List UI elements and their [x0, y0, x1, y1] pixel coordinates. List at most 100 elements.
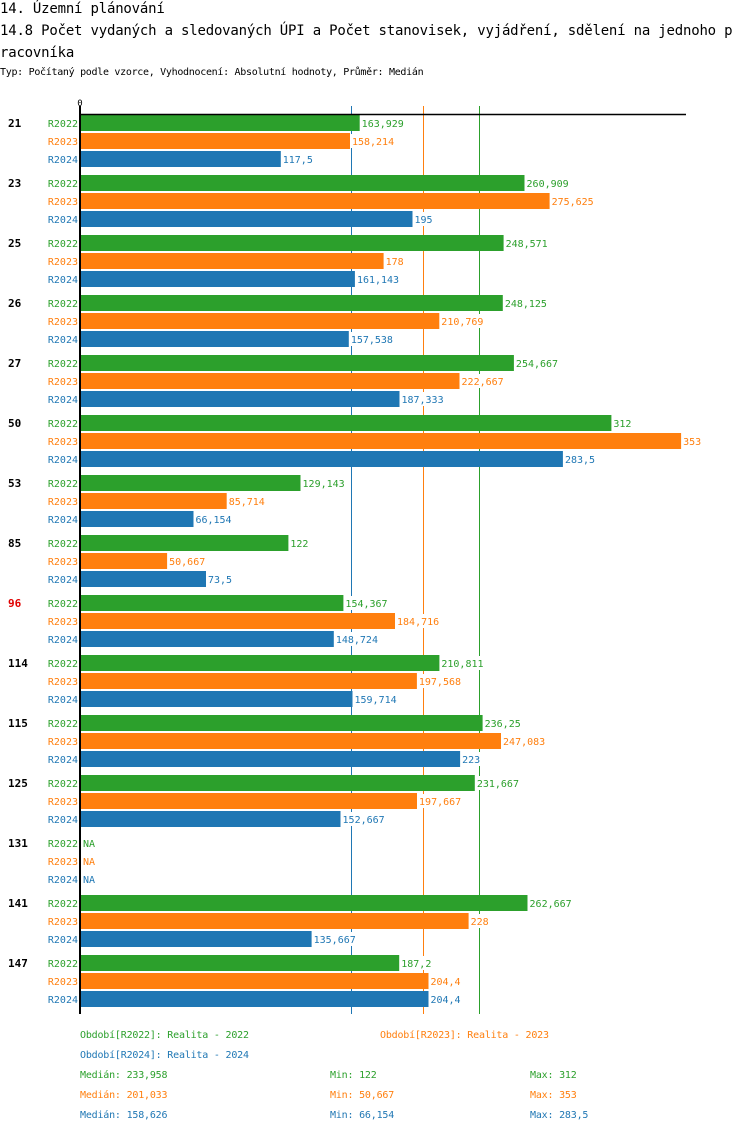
- chart-subtitle: Typ: Počítaný podle vzorce, Vyhodnocení:…: [0, 67, 424, 78]
- series-label: R2024: [48, 935, 78, 946]
- series-label: R2023: [48, 557, 78, 568]
- category-label: 131: [8, 837, 28, 850]
- data-label-background: [168, 554, 207, 568]
- bar-r2024: [81, 571, 206, 587]
- data-label: 254,667: [516, 359, 558, 370]
- median-stat-r2022: Medián: 233,958: [80, 1070, 168, 1081]
- data-label: 204,4: [430, 977, 460, 988]
- bar-r2022: [81, 355, 514, 371]
- series-label: R2022: [48, 659, 78, 670]
- series-label: R2023: [48, 437, 78, 448]
- data-label-background: [413, 212, 434, 226]
- data-label: 85,714: [229, 497, 265, 508]
- category-label: 50: [8, 417, 21, 430]
- legend-item-r2023: Období[R2023]: Realita - 2023: [380, 1030, 549, 1041]
- data-label: NA: [83, 839, 95, 850]
- data-label: 158,214: [352, 137, 394, 148]
- data-label: 247,083: [503, 737, 545, 748]
- category-label: 27: [8, 357, 21, 370]
- bar-r2022: [81, 535, 289, 551]
- data-label-background: [429, 992, 462, 1006]
- data-label-background: [418, 794, 463, 808]
- series-label: R2024: [48, 275, 78, 286]
- data-label: 148,724: [336, 635, 378, 646]
- data-label: 187,333: [401, 395, 443, 406]
- series-label: R2024: [48, 455, 78, 466]
- category-label: 53: [8, 477, 21, 490]
- bar-r2023: [81, 973, 429, 989]
- series-label: R2023: [48, 797, 78, 808]
- data-label-background: [460, 374, 506, 388]
- data-label-background: [429, 974, 462, 988]
- bar-r2023: [81, 613, 395, 629]
- category-label: 141: [8, 897, 28, 910]
- bar-r2024: [81, 811, 341, 827]
- data-label: 66,154: [195, 515, 231, 526]
- series-label: R2023: [48, 377, 78, 388]
- data-label: 248,125: [505, 299, 547, 310]
- series-label: R2023: [48, 737, 78, 748]
- series-label: R2024: [48, 515, 78, 526]
- bar-r2022: [81, 415, 612, 431]
- data-label-background: [504, 236, 550, 250]
- data-label: 204,4: [430, 995, 460, 1006]
- bar-r2024: [81, 391, 400, 407]
- series-label: R2024: [48, 815, 78, 826]
- bar-r2024: [81, 631, 334, 647]
- series-label: R2022: [48, 539, 78, 550]
- chart-title: 14.8 Počet vydaných a sledovaných ÚPI a …: [0, 23, 733, 61]
- series-label: R2022: [48, 959, 78, 970]
- data-label-background: [528, 896, 574, 910]
- data-label-background: [301, 476, 347, 490]
- data-label: 195: [415, 215, 433, 226]
- series-label: R2022: [48, 839, 78, 850]
- data-label: 154,367: [345, 599, 387, 610]
- series-label: R2024: [48, 875, 78, 886]
- data-label-background: [550, 194, 596, 208]
- series-label: R2023: [48, 677, 78, 688]
- data-label: 210,811: [441, 659, 483, 670]
- data-label-background: [349, 332, 395, 346]
- data-label: 178: [386, 257, 404, 268]
- series-label: R2024: [48, 155, 78, 166]
- category-label: 114: [8, 657, 28, 670]
- bar-r2023: [81, 313, 440, 329]
- data-label: 260,909: [527, 179, 569, 190]
- min-stat-r2022: Min: 122: [330, 1070, 377, 1081]
- data-label: 159,714: [355, 695, 397, 706]
- data-label-background: [417, 674, 463, 688]
- data-label: 236,25: [485, 719, 521, 730]
- series-label: R2022: [48, 239, 78, 250]
- bar-r2022: [81, 115, 360, 131]
- series-label: R2022: [48, 419, 78, 430]
- data-label: 275,625: [552, 197, 594, 208]
- category-label: 147: [8, 957, 28, 970]
- series-label: R2022: [48, 479, 78, 490]
- data-label-background: [281, 152, 315, 166]
- data-label: NA: [83, 875, 95, 886]
- data-label-background: [227, 494, 267, 508]
- data-label: 135,667: [314, 935, 356, 946]
- data-label: 197,667: [419, 797, 461, 808]
- data-label-background: [206, 572, 234, 586]
- data-label-background: [440, 656, 486, 670]
- category-label: 21: [8, 117, 22, 130]
- data-label: 231,667: [477, 779, 519, 790]
- data-label: NA: [83, 857, 95, 868]
- bar-r2023: [81, 433, 682, 449]
- data-label: 187,2: [401, 959, 431, 970]
- data-label: 353: [683, 437, 701, 448]
- series-label: R2023: [48, 257, 78, 268]
- bar-r2023: [81, 913, 469, 929]
- min-stat-r2024: Min: 66,154: [330, 1110, 395, 1121]
- data-label-background: [350, 134, 396, 148]
- series-label: R2024: [48, 215, 78, 226]
- data-label-background: [514, 356, 560, 370]
- series-label: R2024: [48, 395, 78, 406]
- series-label: R2022: [48, 719, 78, 730]
- data-label-background: [503, 296, 549, 310]
- bar-r2023: [81, 253, 384, 269]
- median-stat-r2024: Medián: 158,626: [80, 1110, 168, 1121]
- data-label: 283,5: [565, 455, 595, 466]
- data-label-background: [344, 596, 390, 610]
